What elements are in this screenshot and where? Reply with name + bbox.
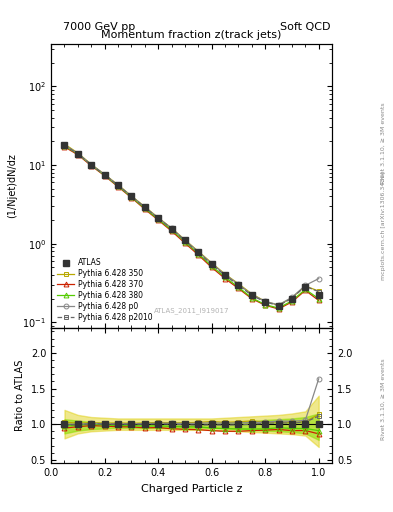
X-axis label: Charged Particle z: Charged Particle z bbox=[141, 484, 242, 494]
Y-axis label: Ratio to ATLAS: Ratio to ATLAS bbox=[15, 360, 25, 431]
Y-axis label: (1/Njet)dN/dz: (1/Njet)dN/dz bbox=[7, 153, 17, 218]
Legend: ATLAS, Pythia 6.428 350, Pythia 6.428 370, Pythia 6.428 380, Pythia 6.428 p0, Py: ATLAS, Pythia 6.428 350, Pythia 6.428 37… bbox=[55, 256, 155, 324]
Text: Rivet 3.1.10, ≥ 3M events: Rivet 3.1.10, ≥ 3M events bbox=[381, 358, 386, 440]
Text: Rivet 3.1.10, ≥ 3M events: Rivet 3.1.10, ≥ 3M events bbox=[381, 102, 386, 184]
Text: 7000 GeV pp: 7000 GeV pp bbox=[63, 22, 135, 32]
Text: ATLAS_2011_I919017: ATLAS_2011_I919017 bbox=[154, 307, 230, 314]
Title: Momentum fraction z(track jets): Momentum fraction z(track jets) bbox=[101, 30, 282, 40]
Text: Soft QCD: Soft QCD bbox=[280, 22, 330, 32]
Text: mcplots.cern.ch [arXiv:1306.3436]: mcplots.cern.ch [arXiv:1306.3436] bbox=[381, 171, 386, 280]
